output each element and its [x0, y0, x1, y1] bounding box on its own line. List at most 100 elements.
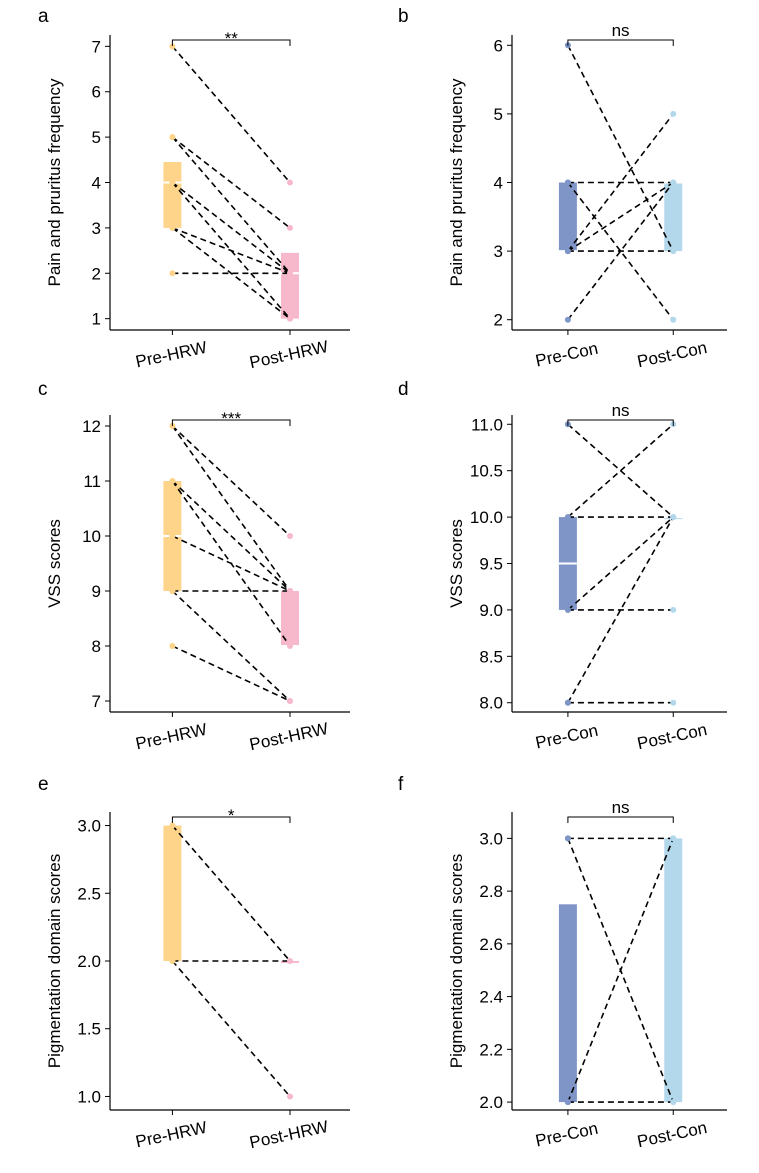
point	[287, 315, 293, 322]
y-tick-label: 2.5	[77, 884, 101, 903]
y-tick-label: 2.4	[479, 988, 503, 1007]
pair-line	[171, 45, 291, 184]
y-tick-label: 9	[92, 582, 101, 601]
y-tick-label: 2.2	[479, 1040, 503, 1059]
y-tick-label: 7	[92, 692, 101, 711]
y-tick-label: 2.8	[479, 882, 503, 901]
y-tick-label: 1	[92, 310, 101, 329]
box	[558, 182, 577, 252]
point	[169, 270, 176, 277]
point	[169, 134, 176, 141]
pair-line	[567, 182, 674, 321]
pair-line	[171, 181, 291, 274]
point	[564, 699, 571, 706]
x-tick-label: Post-Con	[635, 1118, 708, 1151]
pair-line	[172, 645, 291, 702]
point	[287, 1093, 293, 1100]
bracket	[171, 39, 291, 46]
point	[564, 835, 571, 842]
point	[670, 606, 677, 613]
point	[564, 248, 571, 255]
pair-line	[171, 960, 291, 1097]
y-tick-label: 3.0	[479, 829, 503, 848]
pair-line	[171, 136, 291, 274]
y-tick-label: 2.0	[77, 952, 101, 971]
pair-line	[171, 425, 291, 537]
x-tick-label: Post-HRW	[248, 1117, 330, 1152]
point	[169, 478, 176, 484]
y-tick-label: 2.6	[479, 935, 503, 954]
point	[564, 1099, 571, 1106]
point	[670, 248, 677, 255]
box	[281, 591, 299, 646]
significance: ns	[612, 798, 630, 817]
pair-line	[171, 227, 291, 320]
y-tick-label: 8.0	[479, 694, 503, 713]
x-tick-label: Pre-Con	[534, 1119, 600, 1151]
x-tick-label: Pre-Con	[534, 339, 600, 371]
x-tick-label: Pre-HRW	[134, 1118, 209, 1152]
panel-letter: d	[398, 379, 409, 400]
y-tick-label: 1.0	[77, 1087, 101, 1106]
y-tick-label: 10.5	[470, 462, 503, 481]
point	[564, 179, 571, 186]
bracket	[171, 816, 291, 823]
point	[670, 1099, 677, 1106]
point	[169, 224, 176, 231]
point	[287, 698, 293, 704]
panel-letter: e	[38, 774, 49, 795]
y-tick-label: 11.0	[471, 415, 503, 434]
point	[287, 533, 293, 539]
bracket	[567, 816, 674, 823]
point	[287, 270, 293, 277]
pair-line	[567, 44, 674, 252]
box	[664, 182, 683, 252]
y-axis-label: Pigmentation domain scores	[45, 854, 64, 1069]
point	[670, 835, 677, 842]
y-axis-label: VSS scores	[45, 519, 64, 608]
box	[163, 162, 182, 228]
y-tick-label: 5	[494, 105, 503, 124]
pair-line	[567, 113, 674, 252]
significance: ***	[221, 409, 241, 428]
point	[287, 179, 293, 186]
box	[558, 904, 577, 1103]
pair-line	[567, 516, 674, 611]
point	[169, 958, 176, 964]
x-tick-label: Post-Con	[635, 338, 708, 371]
point	[287, 588, 293, 594]
pair-line	[171, 590, 291, 702]
significance: ns	[612, 401, 630, 420]
box	[664, 838, 683, 1103]
y-axis-label: VSS scores	[447, 519, 466, 608]
box	[281, 252, 299, 319]
panel: e 1.0 1.5 2.0 2.5 3.0 Pre-HRW Post-HRW Pigmentat…	[38, 774, 350, 1152]
significance: ns	[612, 21, 630, 40]
y-tick-label: 8	[92, 637, 101, 656]
y-tick-label: 6	[494, 36, 503, 55]
x-tick-label: Pre-Con	[534, 721, 600, 753]
y-tick-label: 2	[494, 311, 503, 330]
panel-letter: b	[398, 6, 409, 27]
panel-letter: a	[38, 6, 49, 27]
x-tick-label: Post-HRW	[248, 337, 330, 372]
significance: *	[228, 806, 235, 825]
pair-line	[567, 516, 674, 704]
y-tick-label: 3.0	[77, 817, 101, 836]
point	[670, 514, 677, 521]
point	[287, 958, 293, 964]
y-tick-label: 12	[82, 417, 101, 436]
pair-line	[171, 425, 291, 592]
significance: **	[225, 29, 239, 48]
pair-line	[567, 838, 674, 1103]
panel: c 7 8 9 10 11 12 Pre-HRW Post-HRW VSS scores ***	[38, 379, 350, 754]
y-axis-label: Pain and pruritus frequency	[447, 78, 466, 286]
y-tick-label: 1.5	[77, 1020, 101, 1039]
y-tick-label: 4	[92, 174, 101, 193]
y-tick-label: 3	[494, 242, 503, 261]
pair-line	[171, 480, 291, 592]
y-tick-label: 5	[92, 128, 101, 147]
y-tick-label: 2	[92, 264, 101, 283]
panel: b 2 3 4 5 6 Pre-Con Post-Con Pain and pruritus f…	[398, 6, 727, 371]
